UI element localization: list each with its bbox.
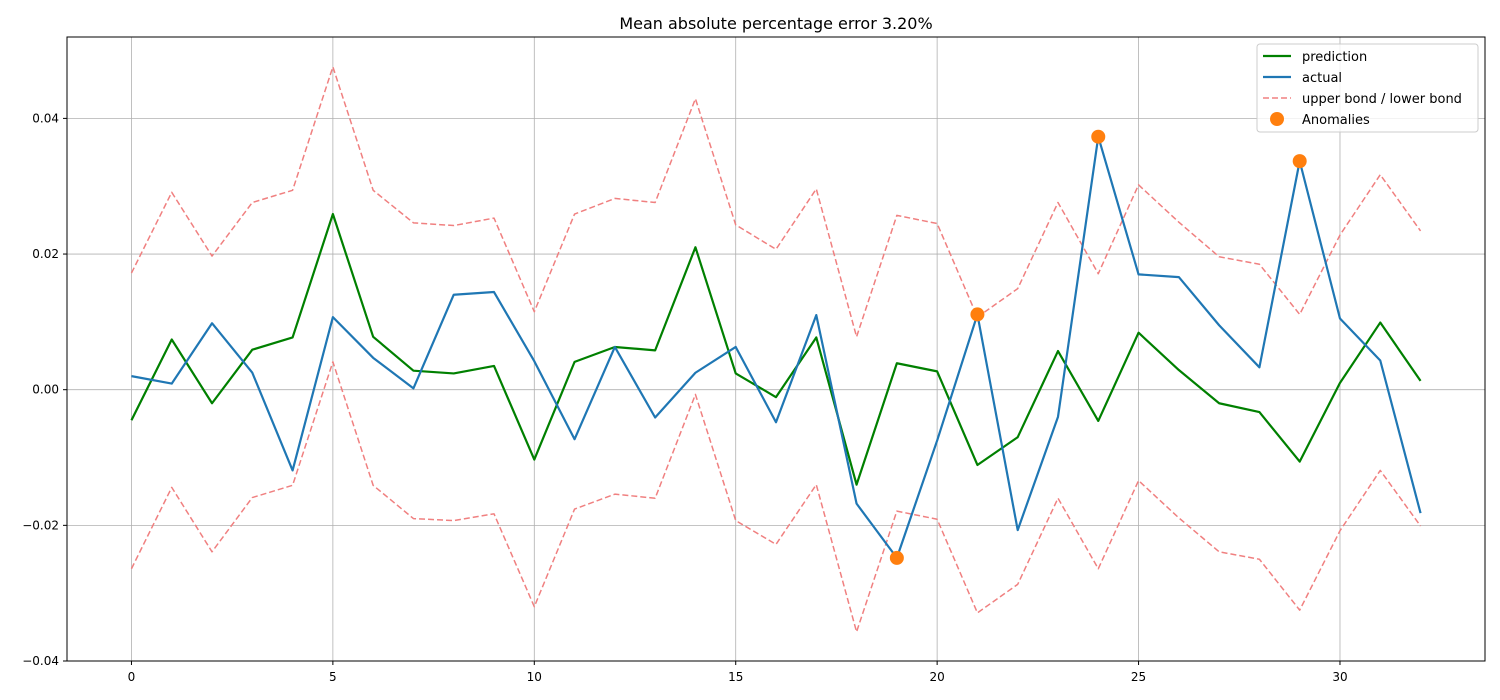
y-tick-label: −0.04: [22, 654, 59, 668]
axis-ticks: 0 5 10 15 20 25 30 −0.04 −0.02 0.00 0.02 0.04: [22, 111, 1347, 684]
y-tick-label: 0.02: [32, 247, 59, 261]
series-line-actual: [131, 135, 1422, 560]
anomaly-point: [1091, 129, 1106, 144]
legend-box: [1256, 43, 1479, 133]
legend: prediction actual upper bond / lower bond A…: [1256, 43, 1479, 133]
x-tick-label: 30: [1332, 670, 1347, 684]
x-tick-label: 25: [1131, 670, 1146, 684]
x-tick-label: 5: [329, 670, 337, 684]
series-lines: [130, 66, 1422, 633]
x-tick-label: 20: [929, 670, 944, 684]
x-tick-label: 10: [527, 670, 542, 684]
legend-label: actual: [1302, 71, 1342, 86]
x-tick-label: 15: [728, 670, 743, 684]
anomaly-point: [1292, 154, 1307, 169]
legend-marker-anomalies: [1270, 112, 1284, 126]
x-tick-label: 0: [128, 670, 136, 684]
y-tick-label: 0.04: [32, 111, 59, 125]
y-tick-label: 0.00: [32, 383, 59, 397]
y-tick-label: −0.02: [22, 518, 59, 532]
anomaly-point: [889, 550, 904, 565]
legend-label: upper bond / lower bond: [1302, 92, 1462, 107]
legend-label: Anomalies: [1302, 113, 1370, 128]
plot-frame: [66, 36, 1486, 662]
series-line-upper: [130, 66, 1422, 338]
anomaly-point: [970, 307, 985, 322]
legend-label: prediction: [1302, 50, 1367, 65]
series-line-prediction: [130, 212, 1422, 486]
chart-title: Mean absolute percentage error 3.20%: [619, 14, 932, 33]
anomaly-markers: [889, 129, 1307, 565]
